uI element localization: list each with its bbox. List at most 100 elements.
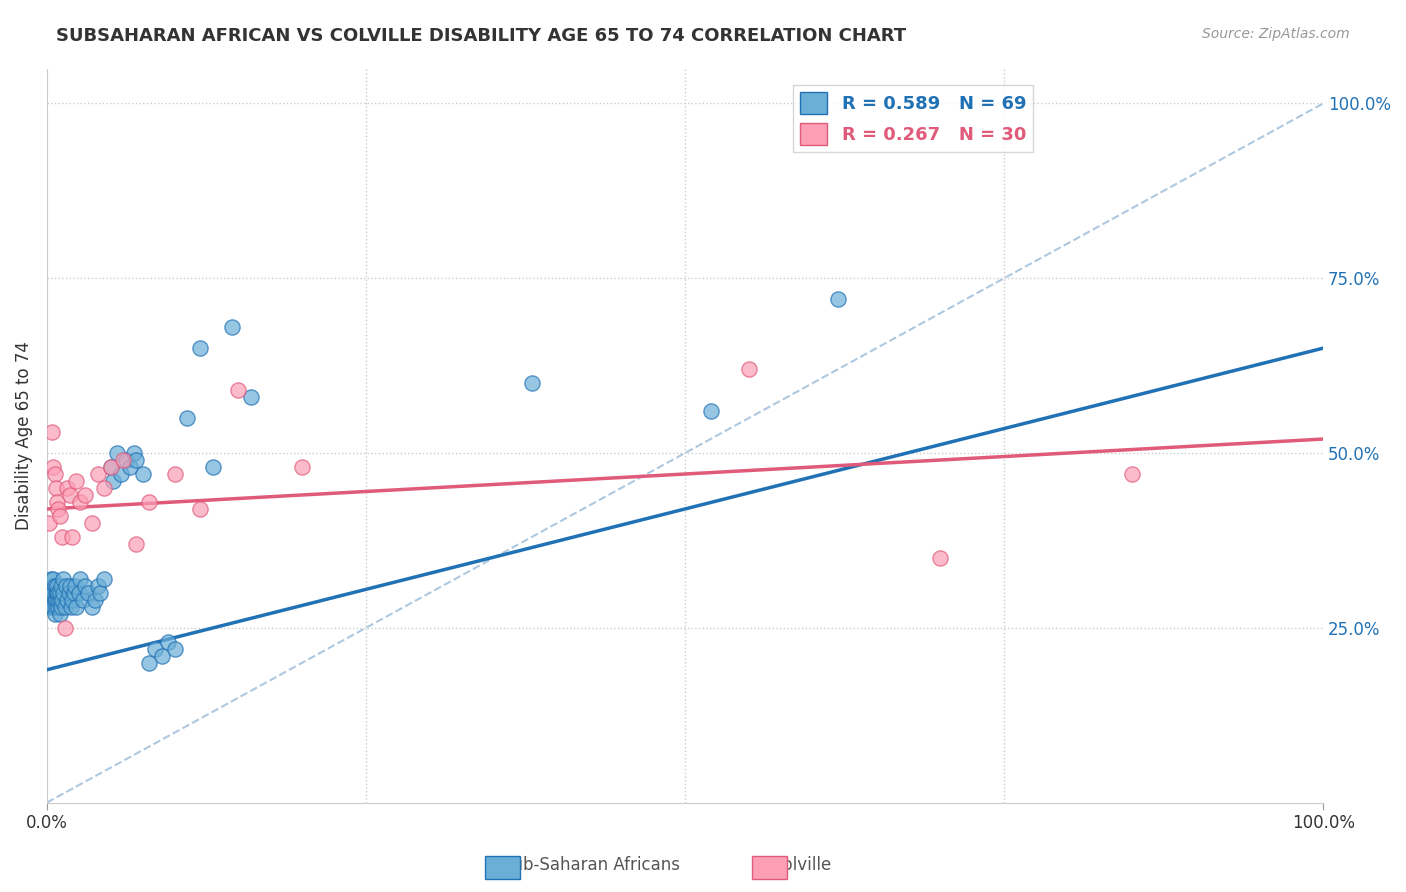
Point bbox=[48, 502, 70, 516]
Point bbox=[69, 495, 91, 509]
Point bbox=[87, 467, 110, 481]
Point bbox=[118, 460, 141, 475]
Point bbox=[228, 383, 250, 397]
Text: Colville: Colville bbox=[772, 856, 831, 874]
Point bbox=[42, 572, 65, 586]
Point bbox=[62, 530, 84, 544]
Point bbox=[125, 537, 148, 551]
Point bbox=[122, 446, 145, 460]
Point bbox=[75, 488, 97, 502]
Point bbox=[51, 592, 73, 607]
Point bbox=[138, 656, 160, 670]
Point bbox=[93, 481, 115, 495]
Point bbox=[80, 516, 103, 530]
Point bbox=[46, 495, 69, 509]
Point bbox=[100, 460, 122, 475]
Point bbox=[163, 467, 186, 481]
Point bbox=[62, 592, 84, 607]
Point bbox=[41, 579, 63, 593]
Point bbox=[55, 579, 77, 593]
Point bbox=[221, 320, 243, 334]
Point bbox=[929, 550, 952, 565]
Point bbox=[39, 572, 62, 586]
Point bbox=[93, 572, 115, 586]
Point bbox=[49, 579, 72, 593]
Point bbox=[52, 572, 75, 586]
Point bbox=[72, 592, 94, 607]
Point bbox=[76, 586, 98, 600]
Point bbox=[105, 446, 128, 460]
Point bbox=[699, 404, 721, 418]
Point bbox=[87, 579, 110, 593]
Point bbox=[38, 516, 60, 530]
Point bbox=[827, 292, 849, 306]
Legend: R = 0.589   N = 69, R = 0.267   N = 30: R = 0.589 N = 69, R = 0.267 N = 30 bbox=[793, 85, 1033, 153]
Point bbox=[44, 579, 66, 593]
Point bbox=[48, 592, 70, 607]
Point bbox=[62, 586, 84, 600]
Point bbox=[46, 586, 69, 600]
Point bbox=[67, 586, 90, 600]
Point bbox=[41, 425, 63, 439]
Point bbox=[188, 341, 211, 355]
Point bbox=[46, 579, 69, 593]
Point bbox=[176, 411, 198, 425]
Point bbox=[75, 579, 97, 593]
Point bbox=[42, 599, 65, 614]
Text: Sub-Saharan Africans: Sub-Saharan Africans bbox=[502, 856, 679, 874]
Point bbox=[63, 579, 86, 593]
Point bbox=[89, 586, 111, 600]
Point bbox=[45, 481, 67, 495]
Point bbox=[41, 592, 63, 607]
Point bbox=[58, 586, 80, 600]
Point bbox=[69, 572, 91, 586]
Point bbox=[100, 460, 122, 475]
Point bbox=[59, 488, 82, 502]
Point bbox=[188, 502, 211, 516]
Point bbox=[291, 460, 314, 475]
Point bbox=[138, 495, 160, 509]
Point bbox=[110, 467, 132, 481]
Point bbox=[60, 599, 83, 614]
Point bbox=[53, 621, 76, 635]
Point bbox=[56, 592, 79, 607]
Point bbox=[163, 641, 186, 656]
Point bbox=[1121, 467, 1143, 481]
Point bbox=[150, 648, 173, 663]
Point bbox=[65, 599, 87, 614]
Point bbox=[52, 586, 75, 600]
Point bbox=[520, 376, 543, 391]
Point bbox=[157, 635, 180, 649]
Text: Source: ZipAtlas.com: Source: ZipAtlas.com bbox=[1202, 27, 1350, 41]
Point bbox=[48, 508, 70, 523]
Point bbox=[44, 607, 66, 621]
Point bbox=[51, 530, 73, 544]
Point bbox=[48, 607, 70, 621]
Point bbox=[65, 474, 87, 488]
Point bbox=[44, 592, 66, 607]
Point bbox=[48, 592, 70, 607]
Text: SUBSAHARAN AFRICAN VS COLVILLE DISABILITY AGE 65 TO 74 CORRELATION CHART: SUBSAHARAN AFRICAN VS COLVILLE DISABILIT… bbox=[56, 27, 907, 45]
Point bbox=[45, 586, 67, 600]
Point bbox=[145, 641, 167, 656]
Point bbox=[131, 467, 153, 481]
Point bbox=[112, 453, 135, 467]
Point bbox=[59, 579, 82, 593]
Point bbox=[44, 467, 66, 481]
Point bbox=[42, 586, 65, 600]
Point bbox=[49, 599, 72, 614]
Point bbox=[240, 390, 263, 404]
Point bbox=[48, 586, 70, 600]
Point bbox=[53, 599, 76, 614]
Point bbox=[201, 460, 224, 475]
Point bbox=[738, 362, 761, 376]
Point bbox=[38, 586, 60, 600]
Y-axis label: Disability Age 65 to 74: Disability Age 65 to 74 bbox=[15, 341, 32, 530]
Point bbox=[48, 599, 70, 614]
Point bbox=[80, 599, 103, 614]
Point bbox=[48, 586, 70, 600]
Point bbox=[45, 599, 67, 614]
Point bbox=[56, 481, 79, 495]
Point bbox=[125, 453, 148, 467]
Point bbox=[39, 599, 62, 614]
